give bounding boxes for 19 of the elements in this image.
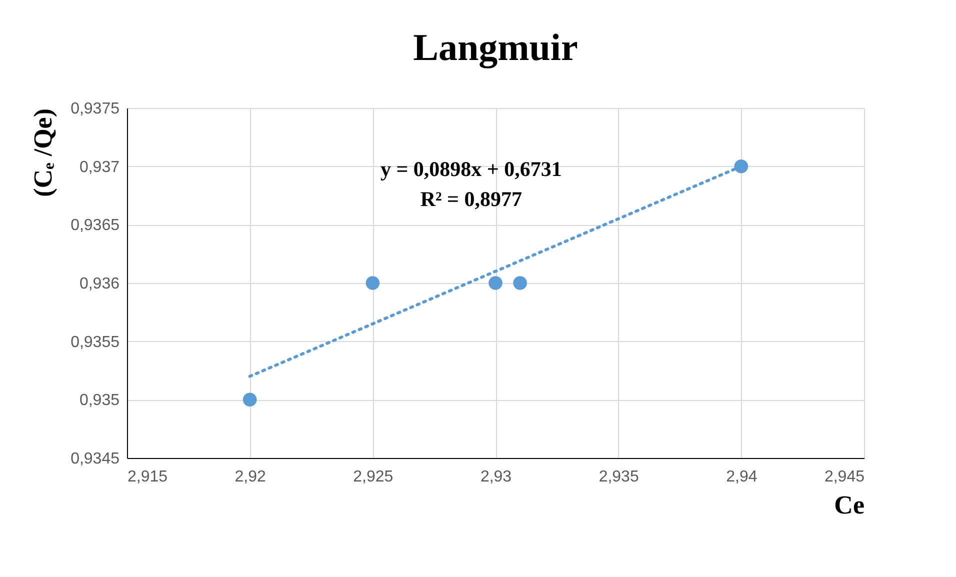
x-tick-label: 2,925 (353, 468, 394, 486)
x-tick-label: 2,92 (234, 468, 266, 486)
y-tick-label: 0,9375 (70, 100, 120, 118)
annotation: y = 0,0898x + 0,6731 (380, 157, 562, 181)
y-tick-label: 0,9365 (70, 217, 120, 234)
x-tick-label: 2,94 (726, 468, 758, 486)
y-tick-label: 0,9345 (70, 450, 120, 468)
y-tick-label: 0,936 (79, 276, 120, 292)
x-tick-label: 2,915 (128, 468, 168, 486)
x-tick-label: 2,93 (480, 468, 512, 486)
x-axis-title: Ce (834, 490, 864, 520)
x-tick-label: 2,945 (824, 468, 865, 486)
y-tick-label: 0,9355 (70, 334, 120, 351)
y-tick-label: 0,935 (79, 392, 120, 410)
y-tick-label: 0,937 (79, 158, 120, 176)
y-axis-title: (Cₑ /Qe) (28, 108, 58, 197)
chart-title: Langmuir (413, 27, 578, 69)
annotation: R² = 0,8977 (420, 187, 522, 211)
x-tick-label: 2,935 (598, 468, 639, 486)
